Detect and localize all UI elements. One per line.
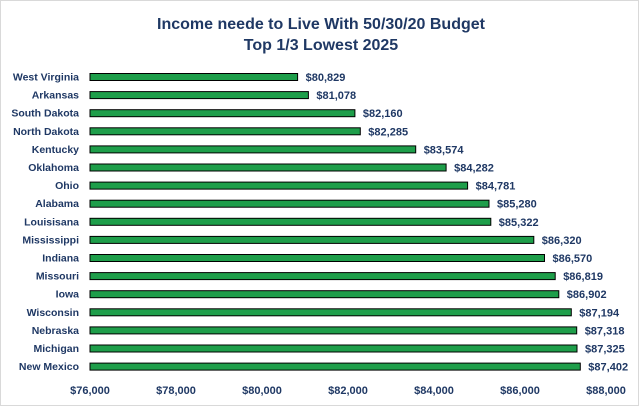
bar: [89, 127, 361, 136]
bar: [89, 199, 490, 208]
bar: [89, 145, 417, 154]
x-tick-label: $84,000: [414, 385, 454, 397]
data-label: $86,320: [542, 235, 582, 247]
x-tick-label: $86,000: [500, 385, 540, 397]
bars-layer: [89, 73, 581, 371]
category-label: North Dakota: [13, 126, 79, 138]
category-label: Wisconsin: [27, 307, 79, 319]
data-label: $83,574: [424, 144, 465, 156]
data-label: $86,902: [567, 289, 607, 301]
bar: [89, 163, 447, 172]
bar: [89, 326, 578, 335]
data-label: $86,819: [563, 271, 603, 283]
data-label: $87,325: [585, 344, 625, 356]
category-labels: West Virginia Arkansas South Dakota North D…: [11, 72, 79, 374]
data-label: $87,402: [588, 362, 628, 374]
category-label: Missouri: [36, 271, 79, 283]
category-label: Kentucky: [32, 144, 79, 156]
data-label: $86,570: [553, 253, 593, 265]
bar: [89, 254, 545, 262]
bar: [89, 109, 356, 118]
bar: [89, 362, 581, 371]
category-label: West Virginia: [13, 72, 79, 84]
data-labels: $80,829 $81,078 $82,160 $82,285 $83,574 $84,2…: [306, 72, 628, 374]
data-label: $80,829: [306, 72, 346, 84]
chart-title: Income neede to Live With 50/30/20 Budge…: [157, 16, 486, 33]
bar: [89, 235, 535, 244]
bar: [89, 181, 469, 190]
bar: [89, 73, 299, 81]
chart-subtitle: Top 1/3 Lowest 2025: [244, 37, 399, 54]
category-label: Iowa: [56, 289, 79, 301]
category-label: Indiana: [42, 253, 79, 265]
bar: [89, 91, 309, 100]
data-label: $87,194: [579, 307, 620, 319]
x-axis-ticks: $76,000 $78,000 $80,000 $82,000 $84,000 $86,0…: [70, 385, 626, 397]
x-tick-label: $78,000: [156, 385, 196, 397]
category-label: Michigan: [33, 343, 79, 355]
bar: [89, 290, 560, 299]
category-label: Alabama: [35, 198, 79, 210]
category-label: Oklahoma: [28, 162, 79, 174]
category-label: New Mexico: [19, 361, 79, 373]
category-label: Ohio: [55, 180, 79, 192]
data-label: $85,322: [499, 217, 539, 229]
x-tick-label: $82,000: [328, 385, 368, 397]
data-label: $81,078: [316, 90, 356, 102]
x-tick-label: $76,000: [70, 385, 110, 397]
bar: [89, 217, 492, 226]
x-tick-label: $80,000: [242, 385, 282, 397]
bar: [89, 272, 556, 281]
data-label: $82,285: [368, 126, 408, 138]
category-label: Nebraska: [32, 325, 79, 337]
data-label: $84,781: [476, 181, 516, 193]
data-label: $87,318: [585, 325, 625, 337]
data-label: $82,160: [363, 108, 403, 120]
data-label: $84,282: [454, 163, 494, 175]
category-label: Arkansas: [32, 90, 79, 102]
category-label: South Dakota: [11, 108, 79, 120]
category-label: Mississippi: [22, 234, 79, 246]
x-tick-label: $88,000: [586, 385, 626, 397]
bar: [89, 308, 572, 317]
data-label: $85,280: [497, 199, 537, 211]
category-label: Louisisana: [24, 216, 79, 228]
bar: [89, 344, 578, 353]
